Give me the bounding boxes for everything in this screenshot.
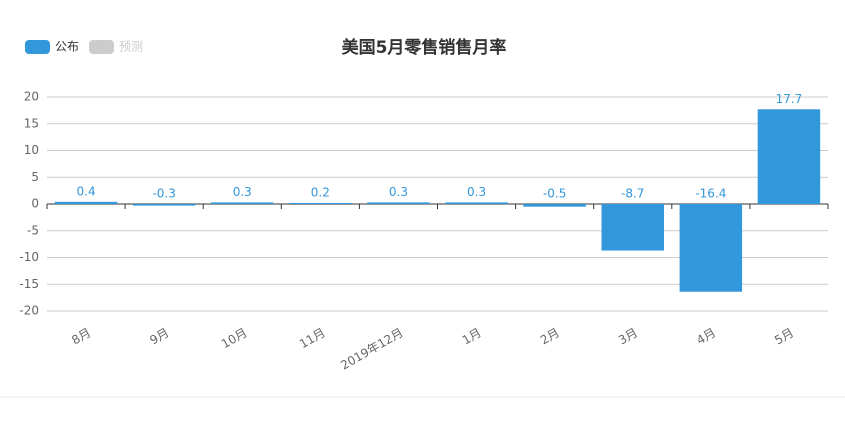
x-tick-label: 4月	[694, 326, 718, 348]
value-label: 0.4	[77, 184, 96, 198]
y-tick-label: 5	[31, 170, 39, 184]
y-tick-label: 10	[24, 143, 39, 157]
x-tick-label: 1月	[460, 326, 484, 348]
bar	[601, 204, 664, 251]
legend-label[interactable]: 公布	[55, 40, 79, 54]
x-tick-label: 3月	[616, 326, 640, 348]
y-tick-label: 15	[24, 116, 39, 130]
x-tick-label: 2019年12月	[338, 326, 405, 373]
x-tick-label: 2月	[538, 326, 562, 348]
x-tick-label: 11月	[297, 326, 328, 352]
bar	[367, 202, 430, 204]
bar	[757, 109, 821, 204]
x-tick-label: 9月	[147, 326, 171, 348]
y-tick-label: -5	[27, 223, 39, 237]
legend-label[interactable]: 预测	[119, 40, 143, 54]
value-label: 17.7	[776, 92, 803, 106]
chart-title: 美国5月零售销售月率	[342, 37, 507, 58]
value-label: -16.4	[695, 187, 726, 201]
value-label: 0.2	[311, 185, 330, 199]
y-tick-label: 20	[24, 90, 39, 104]
y-tick-label: 0	[31, 197, 39, 211]
bar	[211, 202, 274, 204]
value-label: -8.7	[621, 187, 644, 201]
value-label: 0.3	[389, 185, 408, 199]
y-tick-label: -10	[19, 250, 39, 264]
bar	[54, 201, 118, 204]
x-tick-label: 8月	[69, 326, 93, 348]
x-tick-label: 10月	[219, 326, 250, 352]
y-tick-label: -15	[19, 277, 39, 291]
legend-swatch[interactable]	[89, 40, 114, 54]
value-label: 0.3	[467, 185, 486, 199]
bar	[445, 202, 508, 204]
x-tick-label: 5月	[772, 326, 796, 348]
bar	[523, 204, 586, 207]
legend-swatch[interactable]	[25, 40, 50, 54]
bar	[679, 204, 743, 292]
bar	[132, 204, 196, 206]
value-label: 0.3	[233, 185, 252, 199]
bar	[289, 202, 352, 204]
value-label: -0.5	[543, 187, 566, 201]
value-label: -0.3	[152, 187, 175, 201]
y-tick-label: -20	[19, 304, 39, 318]
